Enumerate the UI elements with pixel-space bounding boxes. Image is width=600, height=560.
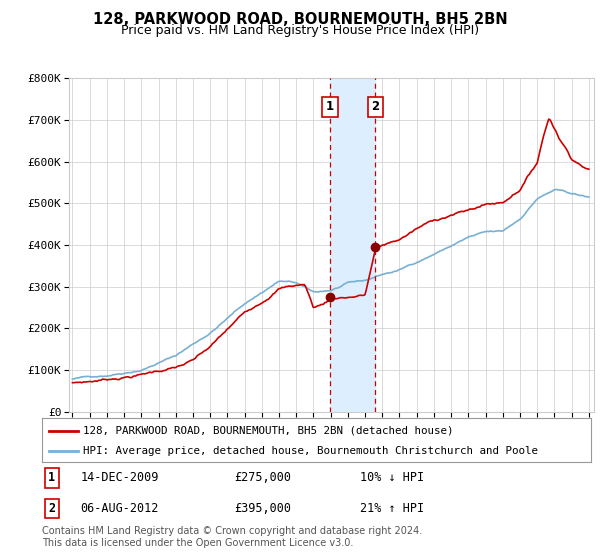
Text: Contains HM Land Registry data © Crown copyright and database right 2024.
This d: Contains HM Land Registry data © Crown c…: [42, 526, 422, 548]
Text: HPI: Average price, detached house, Bournemouth Christchurch and Poole: HPI: Average price, detached house, Bour…: [83, 446, 538, 456]
Text: 06-AUG-2012: 06-AUG-2012: [80, 502, 159, 515]
Text: 14-DEC-2009: 14-DEC-2009: [80, 471, 159, 484]
Text: 21% ↑ HPI: 21% ↑ HPI: [361, 502, 425, 515]
Text: £395,000: £395,000: [234, 502, 291, 515]
Text: 1: 1: [49, 471, 55, 484]
Text: Price paid vs. HM Land Registry's House Price Index (HPI): Price paid vs. HM Land Registry's House …: [121, 24, 479, 36]
Text: 128, PARKWOOD ROAD, BOURNEMOUTH, BH5 2BN (detached house): 128, PARKWOOD ROAD, BOURNEMOUTH, BH5 2BN…: [83, 426, 454, 436]
Text: 10% ↓ HPI: 10% ↓ HPI: [361, 471, 425, 484]
Text: £275,000: £275,000: [234, 471, 291, 484]
Text: 2: 2: [49, 502, 55, 515]
Text: 1: 1: [326, 100, 334, 113]
Text: 2: 2: [371, 100, 379, 113]
Bar: [330, 78, 375, 412]
Text: 128, PARKWOOD ROAD, BOURNEMOUTH, BH5 2BN: 128, PARKWOOD ROAD, BOURNEMOUTH, BH5 2BN: [92, 12, 508, 27]
